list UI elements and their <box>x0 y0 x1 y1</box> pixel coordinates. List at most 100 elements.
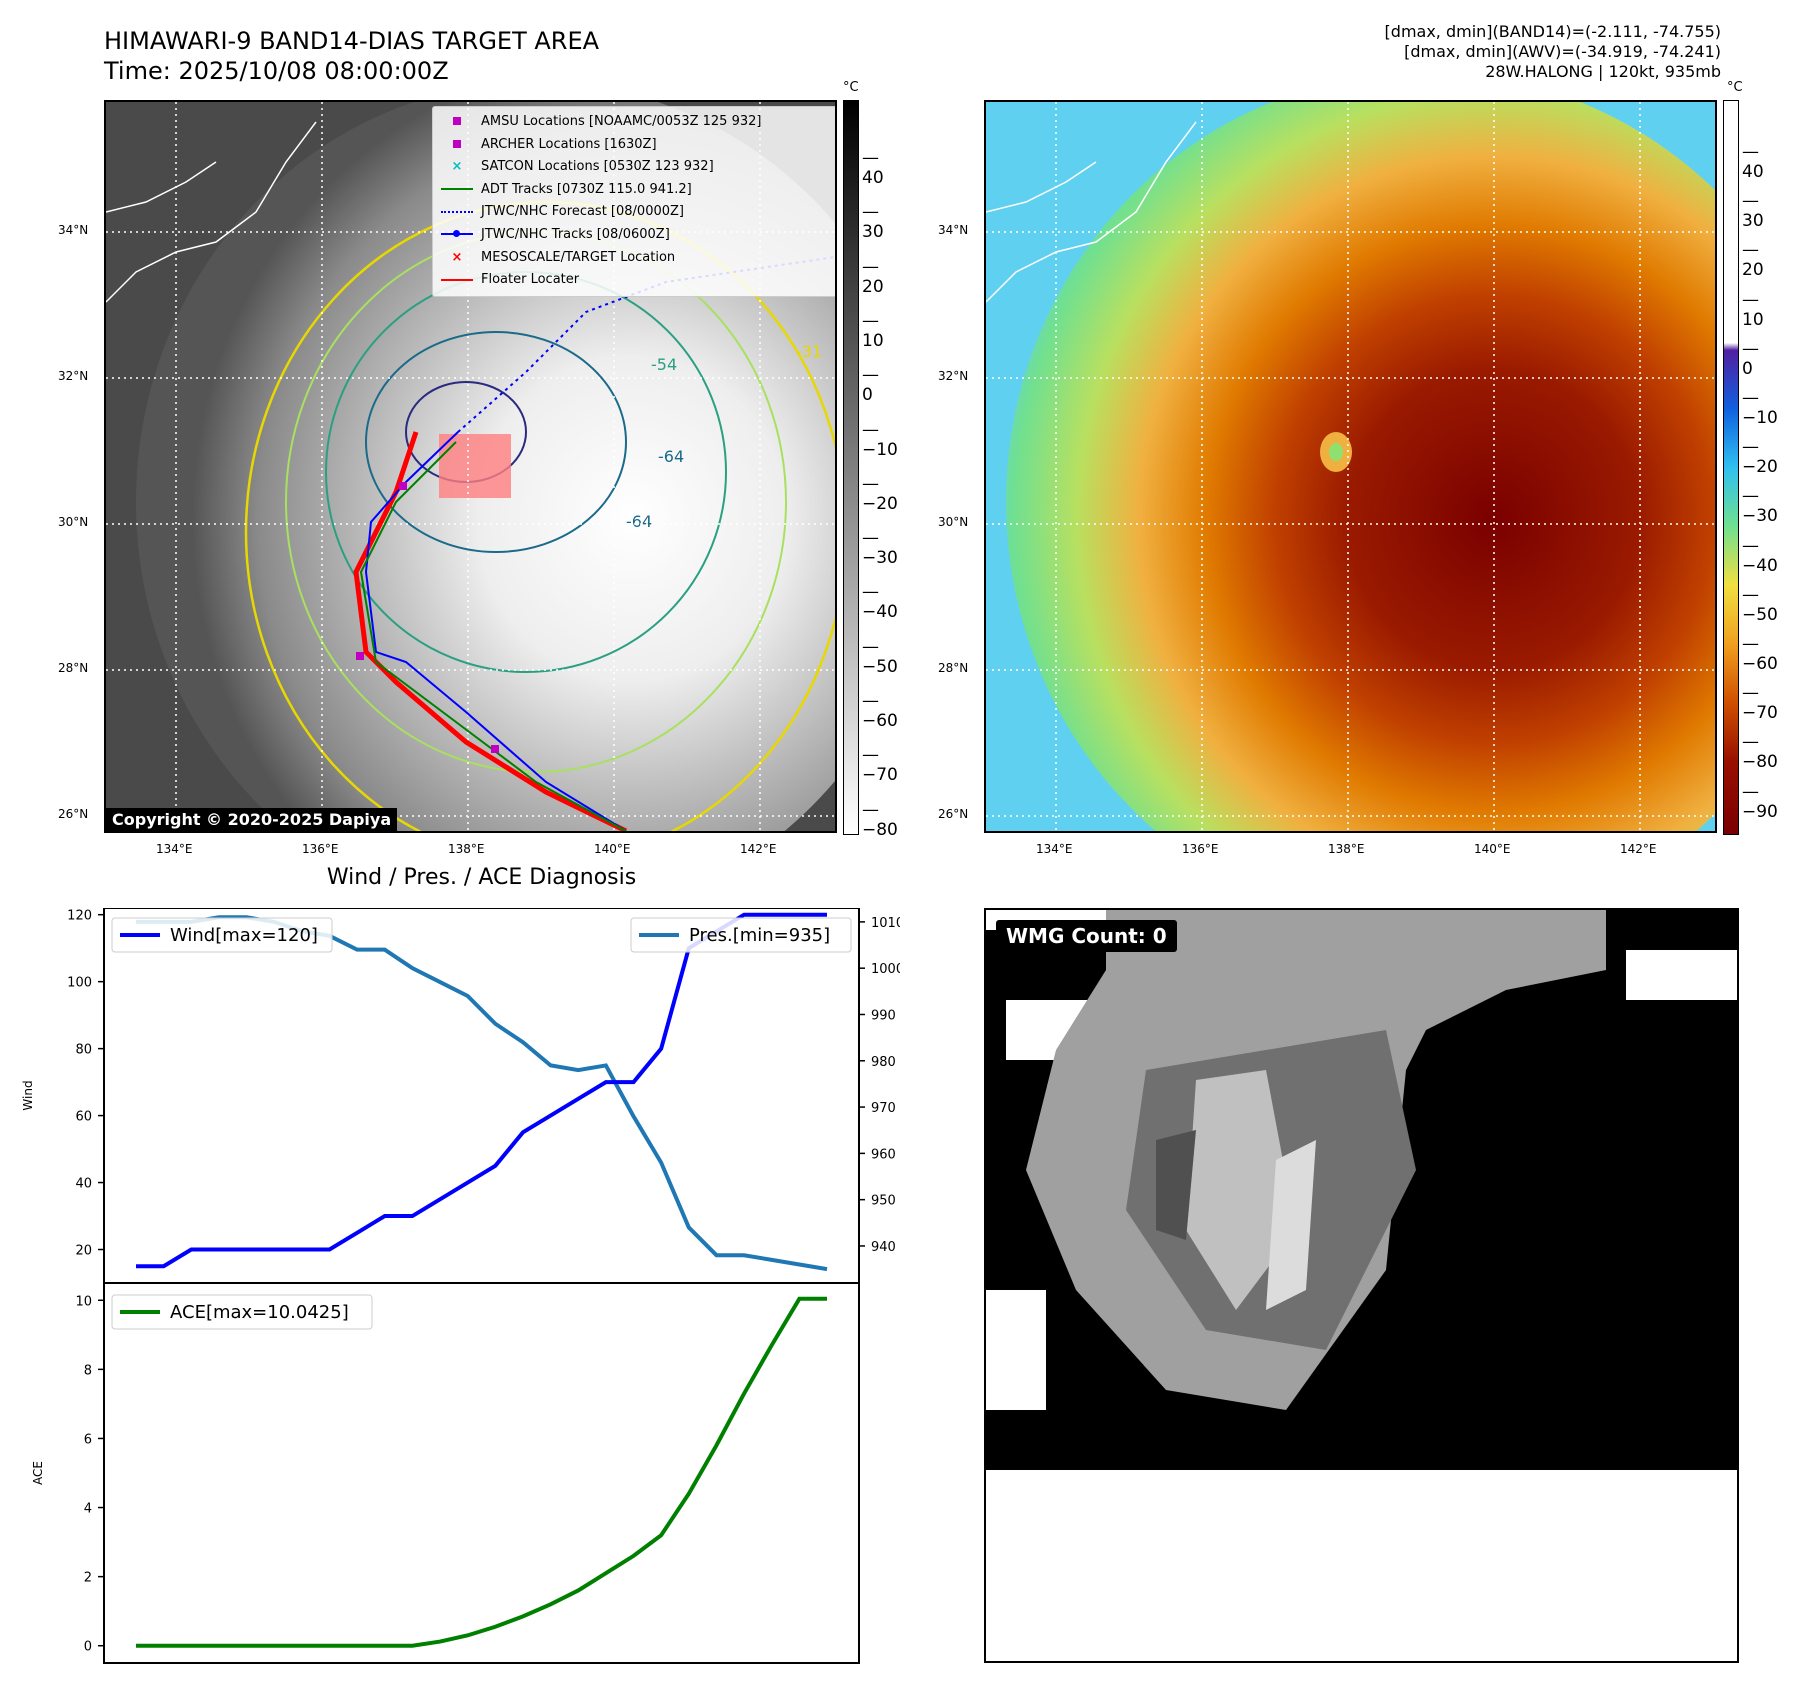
contour-label-3: -64 <box>626 512 652 531</box>
lat-label: 26°N <box>58 807 89 821</box>
legend-label: AMSU Locations [NOAAMC/0053Z 125 932] <box>481 114 762 129</box>
legend-item: × SATCON Locations [0530Z 123 932] <box>439 156 835 179</box>
colorbar-tick-label: —−60 <box>862 691 898 731</box>
lon-label: 140°E <box>1474 842 1511 856</box>
top-axes-frame <box>103 907 860 1284</box>
colorbar-tick-label: —−50 <box>862 636 898 677</box>
colorbar-tick-label: —−10 <box>1742 388 1778 428</box>
pressure-line <box>136 915 828 1272</box>
wind-tick-label: 40 <box>75 1177 92 1192</box>
colorbar-tick-label: —−50 <box>1742 584 1778 625</box>
colorbar-tick-label: —30 <box>1742 191 1764 232</box>
wind-tick-label: 100 <box>67 976 92 991</box>
diagnosis-svg: 2040608010012094095096097098099010001010… <box>21 907 917 1664</box>
floater-track <box>353 431 628 831</box>
lat-label: 28°N <box>58 661 89 675</box>
colorbar-tick-label: —40 <box>1742 142 1764 182</box>
ace-line <box>136 1296 827 1648</box>
wind-tick-label: 20 <box>75 1244 92 1259</box>
contour-label-2: -64 <box>658 447 684 466</box>
lon-label: 140°E <box>594 842 631 856</box>
ace-tick-label: 8 <box>84 1363 92 1378</box>
ace-legend-box <box>111 1294 373 1330</box>
colorbar-tick-label: —−20 <box>862 473 898 514</box>
legend-item: ARCHER Locations [1630Z] <box>439 134 835 157</box>
legend-swatch-icon <box>439 134 475 157</box>
pressure-tick-label: 1010 <box>871 916 900 931</box>
colorbar-tick-label: —10 <box>1742 289 1764 330</box>
legend-item: × MESOSCALE/TARGET Location <box>439 247 835 270</box>
lat-label: 30°N <box>938 515 969 529</box>
lat-label: 26°N <box>938 807 969 821</box>
archer-marker <box>399 482 407 490</box>
wind-legend-box <box>111 917 333 953</box>
legend-item: AMSU Locations [NOAAMC/0053Z 125 932] <box>439 111 835 134</box>
wind-tick-label: 60 <box>75 1110 92 1125</box>
legend-swatch-icon <box>439 111 475 134</box>
legend-label: MESOSCALE/TARGET Location <box>481 249 676 265</box>
lat-label: 30°N <box>58 515 89 529</box>
pressure-legend-label: Pres.[min=935] <box>689 925 830 946</box>
ir-map-panel: -54 -64 -64 -31 AMSU <box>104 100 837 833</box>
legend-item: ADT Tracks [0730Z 115.0 941.2] <box>439 179 835 202</box>
legend-label: Floater Locater <box>481 272 580 288</box>
colorbar-tick-label: —−60 <box>1742 634 1778 674</box>
wind-axis-label: Wind <box>21 1080 35 1110</box>
pressure-legend-box <box>630 917 852 953</box>
amsu-marker <box>356 652 364 660</box>
info-line2: [dmax, dmin](AWV)=(-34.919, -74.241) <box>1404 42 1721 61</box>
info-line1: [dmax, dmin](BAND14)=(-2.111, -74.755) <box>1384 22 1721 41</box>
legend-swatch-icon <box>439 224 475 247</box>
diagnosis-chart: 20 40 60 80 100 120 940 950 960 970 980 990 1000 1010… <box>20 907 917 1668</box>
colorbar-tick-label: —−70 <box>862 745 898 786</box>
wind-line <box>136 912 827 1269</box>
lon-label: 142°E <box>740 842 777 856</box>
legend-label: JTWC/NHC Tracks [08/0600Z] <box>481 226 670 242</box>
colorbar-tick-label: —−40 <box>862 582 898 623</box>
legend-swatch-icon <box>439 201 475 224</box>
legend-label: JTWC/NHC Forecast [08/0000Z] <box>481 204 684 220</box>
title-line1: HIMAWARI-9 BAND14-DIAS TARGET AREA <box>104 27 600 55</box>
lon-label: 142°E <box>1620 842 1657 856</box>
colorbar-tick-label: —−40 <box>1742 535 1778 576</box>
lat-label: 28°N <box>938 661 969 675</box>
colorbar-gray-unit: °C <box>843 80 859 95</box>
ace-tick-label: 4 <box>84 1502 92 1517</box>
colorbar-color-unit: °C <box>1727 80 1743 95</box>
ace-tick-label: 0 <box>84 1640 92 1655</box>
legend-label: SATCON Locations [0530Z 123 932] <box>481 159 714 175</box>
lon-label: 138°E <box>448 842 485 856</box>
colorbar-tick-label: —−80 <box>862 799 898 840</box>
colorbar-tick-label: —20 <box>862 256 884 297</box>
contour-label-4: -31 <box>796 342 822 361</box>
pressure-tick-label: 960 <box>871 1147 896 1162</box>
ace-tick-label: 10 <box>75 1294 92 1309</box>
lat-label: 34°N <box>58 223 89 237</box>
ace-axis-label: ACE <box>31 1461 45 1485</box>
legend-item: JTWC/NHC Forecast [08/0000Z] <box>439 201 835 224</box>
legend-swatch-icon <box>439 269 475 292</box>
ace-tick-label: 6 <box>84 1432 92 1447</box>
legend-item: Floater Locater <box>439 269 835 292</box>
colorbar-tick-label: —−10 <box>862 419 898 460</box>
bottom-axes-frame <box>103 1282 860 1664</box>
colorbar-tick-label: —−20 <box>1742 437 1778 478</box>
pressure-tick-label: 1000 <box>871 962 900 977</box>
pressure-tick-label: 950 <box>871 1194 896 1209</box>
legend-swatch-icon: × <box>451 249 463 265</box>
colorbar-tick-label: —40 <box>862 148 884 188</box>
colorbar-tick-label: —−30 <box>1742 486 1778 527</box>
colorbar-tick-label: —0 <box>1742 338 1759 379</box>
color-map-panel <box>984 100 1717 833</box>
wind-tick-label: 120 <box>67 909 92 924</box>
diagnosis-title: Wind / Pres. / ACE Diagnosis <box>326 865 637 890</box>
legend-item: JTWC/NHC Tracks [08/0600Z] <box>439 224 835 247</box>
ace-tick-label: 2 <box>84 1571 92 1586</box>
target-box <box>439 434 511 498</box>
lat-label: 34°N <box>938 223 969 237</box>
pressure-tick-label: 990 <box>871 1008 896 1023</box>
ace-legend-label: ACE[max=10.0425] <box>170 1302 349 1323</box>
legend-swatch-icon <box>439 179 475 202</box>
contour-label-1: -54 <box>651 355 677 374</box>
pressure-tick-label: 940 <box>871 1240 896 1255</box>
